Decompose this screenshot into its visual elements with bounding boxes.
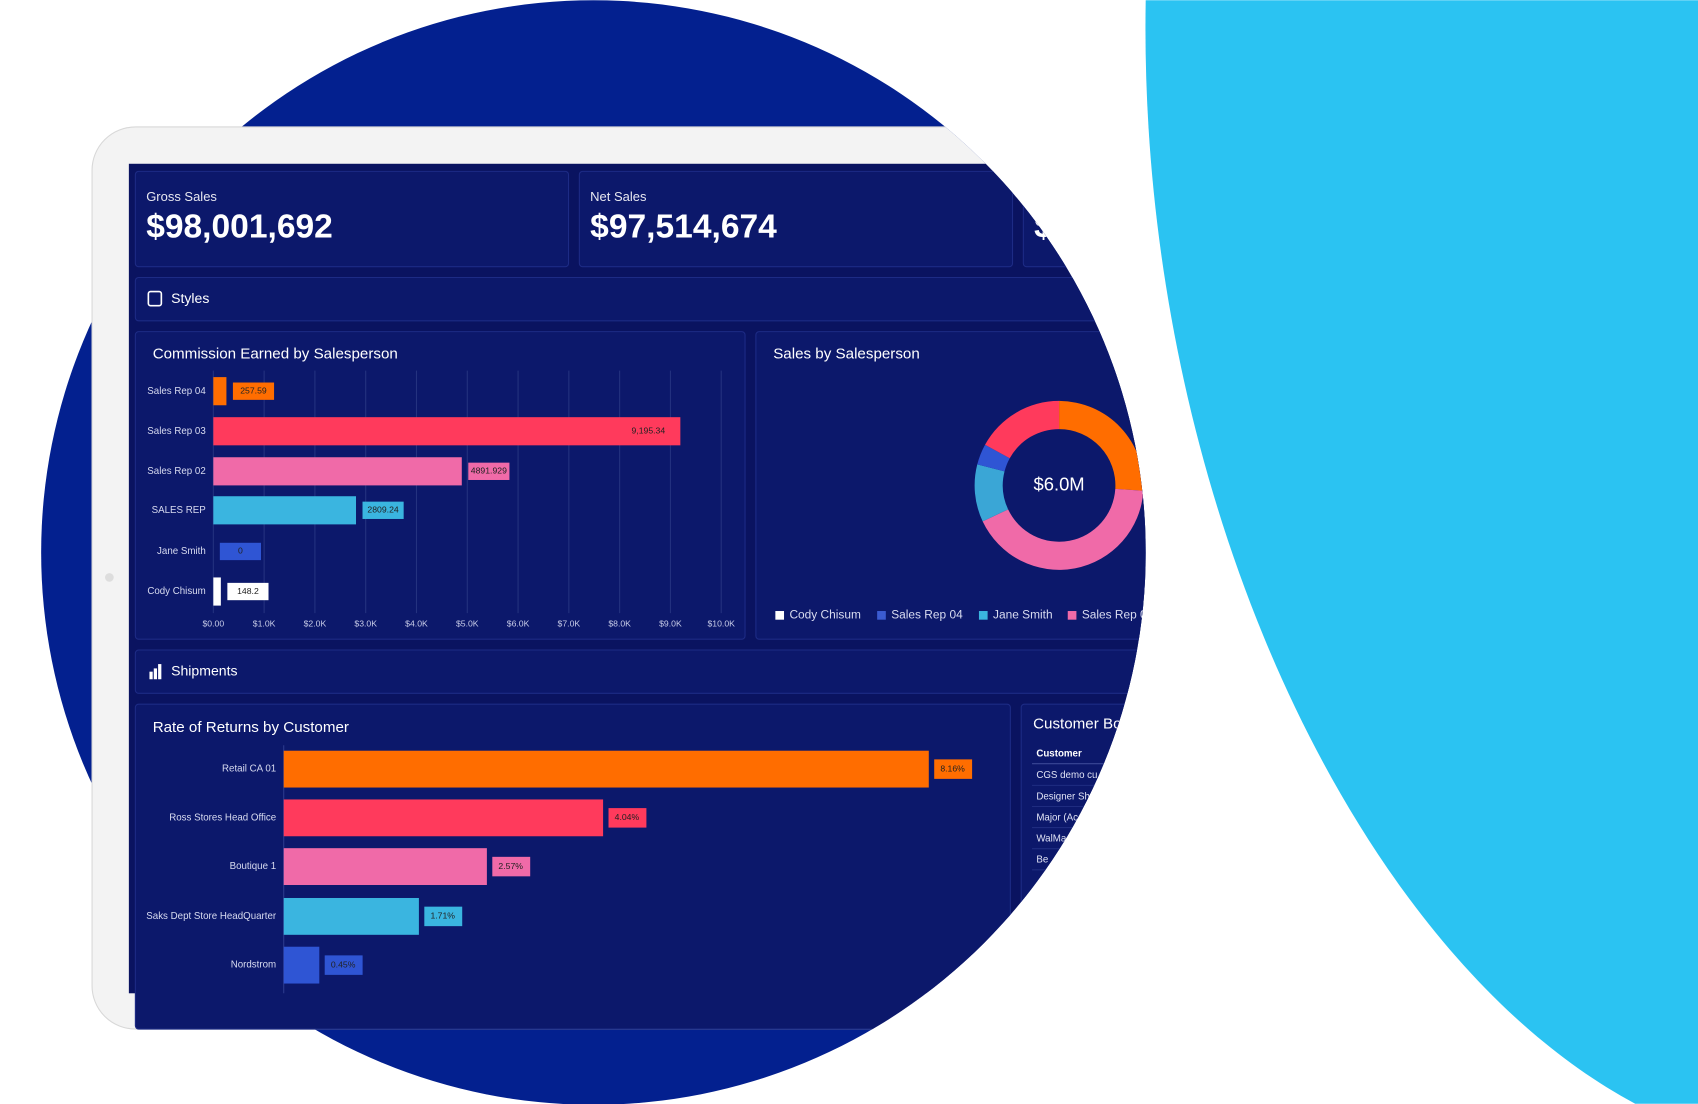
section-title: Styles [171,290,209,306]
bar [213,577,221,606]
value-label-box [232,382,275,400]
bar [283,799,604,837]
background-shape [1145,0,1698,1104]
value-label: 8.16% [940,763,965,773]
x-tick-label: $7.0K [558,618,581,628]
value-label-box [492,856,531,877]
panel [755,331,1146,640]
y-tick-label: Ross Stores Head Office [169,812,276,823]
bar [283,750,929,788]
value-label: 4891.929 [471,466,507,476]
chart-title: Sales by Salesperson [773,345,920,362]
x-tick-label: $4.0K [405,618,428,628]
donut-slice [1059,400,1144,491]
table-cell: Major (Ac [1036,812,1078,823]
value-label: 257.59 [240,385,267,395]
table-cell: Be [1036,855,1048,866]
y-tick-label: Jane Smith [157,546,206,557]
section-icon [149,671,153,680]
legend-swatch [775,611,785,620]
value-label-box [219,542,261,561]
value-label: 0.45% [331,959,356,969]
table-cell: WalMa [1036,834,1067,845]
legend-swatch [877,611,886,620]
x-tick-label: $1.0K [253,618,276,628]
legend-label: Sales Rep 04 [891,607,963,621]
chart-title: Rate of Returns by Customer [153,719,349,736]
x-tick-label: $2.0K [304,618,327,628]
value-label-box [468,462,510,480]
value-label: 2809.24 [367,505,398,515]
x-tick-label: $8.0K [608,618,631,628]
section-icon [147,290,163,307]
x-tick-label: $0.00 [202,618,224,628]
y-tick-label: Sales Rep 03 [147,426,205,437]
bar [213,417,681,446]
legend-label: Cody Chisum [789,607,861,621]
x-tick-label: $3.0K [354,618,377,628]
y-tick-label: Nordstrom [231,960,276,971]
donut-slice [985,400,1060,459]
x-tick-label: $9.0K [659,618,682,628]
panel [578,170,1014,268]
chart-title: Commission Earned by Salesperson [153,345,398,362]
legend-label: Sales Rep 0 [1082,607,1147,621]
kpi-label: Gross Sales [146,189,217,204]
table-cell: CGS demo cu [1036,770,1097,781]
kpi-label: Net Sales [590,189,647,204]
value-label-box [324,955,363,975]
panel [134,170,570,268]
value-label: 9,195.34 [631,426,665,436]
bar [213,457,462,486]
x-tick-label: $10.0K [707,618,735,628]
center-label: $6.0M [1034,473,1085,494]
legend-swatch [1067,611,1077,620]
value-label: 148.2 [237,586,259,596]
table-cell: Designer Sh [1036,791,1090,802]
table-title: Customer Bo [1033,716,1121,733]
value-label: 1.71% [430,911,455,921]
x-tick-label: $5.0K [456,618,479,628]
legend-swatch [978,611,988,620]
x-tick-label: $6.0K [507,618,530,628]
table-header: Customer [1036,749,1082,760]
y-tick-label: Sales Rep 02 [147,466,205,477]
value-label-box [934,759,973,779]
value-label-box [362,501,404,519]
value-label: 2.57% [498,861,523,871]
bar [283,946,320,984]
section-icon [153,668,158,680]
donut-slice [974,464,1009,522]
y-tick-label: Boutique 1 [230,861,277,872]
y-tick-label: Cody Chisum [147,586,205,597]
donut-slice [977,444,1010,472]
kpi-value: $97,514,674 [590,209,777,246]
donut-slice [982,488,1144,570]
y-tick-label: Saks Dept Store HeadQuarter [146,911,277,922]
y-tick-label: SALES REP [152,505,206,516]
bar [283,897,419,935]
bar [213,377,227,406]
y-tick-label: Sales Rep 04 [147,386,206,397]
value-label: 4.04% [615,812,640,822]
value-label-box [227,582,269,601]
kpi-value: $98,001,692 [146,209,333,246]
y-tick-label: Retail CA 01 [222,764,276,775]
legend-label: Jane Smith [993,607,1053,621]
section-title: Shipments [171,662,237,678]
tablet-camera [105,573,114,582]
value-label: 0 [238,546,243,556]
value-label-box [608,808,647,828]
section-icon [158,664,162,680]
panel [134,649,1146,694]
value-label-box [424,906,463,927]
bar [213,496,357,525]
panel [134,276,1146,322]
kpi-value: $ [1034,209,1053,246]
bar [283,848,487,885]
